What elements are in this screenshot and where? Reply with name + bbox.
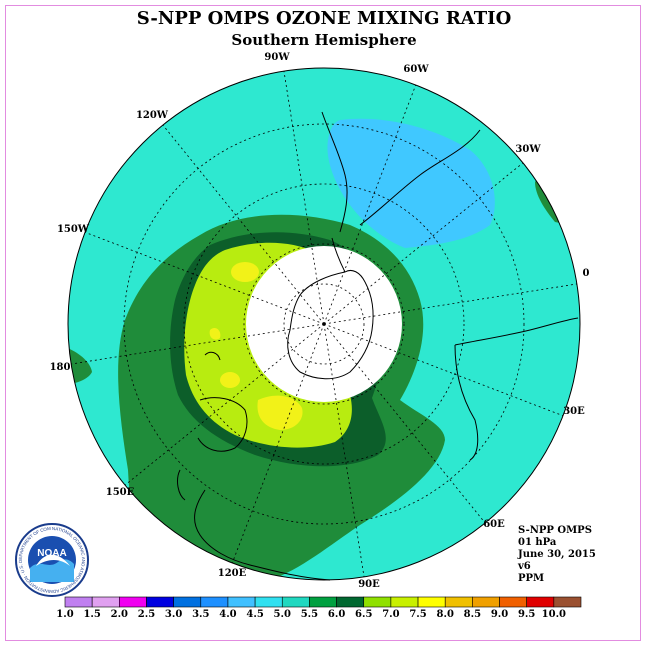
scale-swatch [146, 596, 174, 608]
scale-label: 2.0 [111, 609, 128, 620]
scale-label: 5.5 [301, 609, 318, 620]
longitude-label: 180 [50, 362, 71, 373]
field-4.0-4.5 [327, 118, 495, 248]
scale-swatch [444, 596, 473, 608]
lat-circle-70s [243, 243, 405, 405]
scale-label: 8.0 [437, 609, 454, 620]
scale-swatch [526, 596, 555, 608]
scale-label: 6.0 [328, 609, 345, 620]
field-7.0-7.5-b [220, 372, 240, 388]
field-7.0-7.5-d [209, 327, 221, 340]
field-7.0-7.5-a [231, 262, 259, 282]
scale-label: 2.5 [138, 609, 155, 620]
longitude-label: 90E [358, 579, 380, 590]
logo-wave [30, 559, 74, 582]
scale-label: 10.0 [542, 609, 566, 620]
scale-label: 5.0 [274, 609, 291, 620]
coastlines [177, 111, 579, 581]
info-version: v6 [518, 561, 531, 572]
logo-bird [36, 554, 70, 566]
antarctica-coast [287, 269, 374, 380]
longitude-label: 120W [136, 110, 169, 121]
noaa-logo: NOAA NATIONAL OCEANIC AND ATMOSPHERIC AD… [14, 522, 89, 597]
map-title: S-NPP OMPS OZONE MIXING RATIO [136, 8, 512, 29]
scale-label: 4.5 [246, 609, 263, 620]
longitude-labels: 90W 60W 30W 0 30E 60E 90E 120E 150E 180 150W 120W [50, 52, 590, 590]
australia-coast [194, 397, 331, 581]
south-america-coast [321, 111, 481, 233]
longitude-label: 120E [218, 568, 247, 579]
scale-label: 7.5 [409, 609, 426, 620]
longitude-label: 150W [57, 224, 90, 235]
scale-label: 6.5 [355, 609, 372, 620]
scale-label: 9.0 [491, 609, 508, 620]
africa-coast [454, 317, 579, 461]
scale-label: 8.5 [464, 609, 481, 620]
scale-swatch [173, 596, 202, 608]
scale-swatch [309, 596, 337, 608]
scale-swatch [472, 596, 500, 608]
longitude-label: 90W [264, 52, 290, 63]
field-7.0-7.5-c [257, 395, 303, 430]
longitude-label: 30E [563, 406, 585, 417]
scale-label: 7.0 [382, 609, 399, 620]
scale-label: 1.0 [56, 609, 73, 620]
scale-swatch [336, 596, 365, 608]
scale-swatch [254, 596, 283, 608]
scale-label: 9.5 [518, 609, 535, 620]
scale-swatch [64, 596, 93, 608]
map-border [67, 67, 581, 581]
info-instrument: S-NPP OMPS [518, 525, 592, 536]
scale-swatch [281, 596, 310, 608]
antarctic-peninsula [331, 237, 346, 273]
info-pressure-level: 01 hPa [518, 537, 557, 548]
info-block: S-NPP OMPS 01 hPa June 30, 2015 v6 PPM [518, 525, 596, 585]
lat-circle-80s [283, 283, 365, 365]
scale-swatch [499, 596, 527, 608]
longitude-label: 150E [106, 487, 135, 498]
scale-swatch [200, 596, 229, 608]
map-subtitle: Southern Hemisphere [231, 31, 417, 49]
longitude-label: 60W [403, 64, 429, 75]
color-scale: 1.0 1.5 2.0 2.5 3.0 3.5 4.0 4.5 5.0 5.5 6.0 6.5 7.0 7… [56, 596, 582, 620]
scale-swatch [553, 596, 582, 608]
longitude-label: 30W [515, 144, 541, 155]
map-frame [5, 5, 641, 641]
scale-label: 3.0 [165, 609, 182, 620]
scale-swatch [417, 596, 446, 608]
graticule [123, 123, 525, 525]
scale-label: 1.5 [83, 609, 100, 620]
longitude-label: 0 [583, 268, 590, 279]
scale-swatch [119, 596, 147, 608]
lat-circle-45s [123, 123, 525, 525]
scale-swatch [227, 596, 256, 608]
scale-swatch [91, 596, 120, 608]
info-date: June 30, 2015 [518, 549, 596, 560]
lat-circle-60s [183, 183, 465, 465]
new-zealand-coast [177, 351, 221, 501]
longitude-label: 60E [483, 519, 505, 530]
scale-label: 4.0 [219, 609, 236, 620]
info-units: PPM [518, 573, 545, 584]
scale-label: 3.5 [192, 609, 209, 620]
scale-swatch [390, 596, 419, 608]
field-5.0-5.5-west [68, 345, 92, 386]
scale-swatch [363, 596, 392, 608]
logo-text: NOAA [37, 548, 66, 559]
